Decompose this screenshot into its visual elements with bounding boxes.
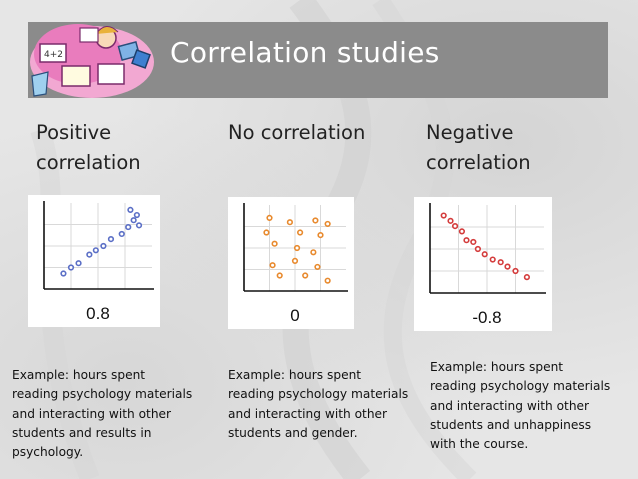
data-point [470,238,477,246]
data-point [125,223,132,231]
example-line: Example: hours spent [228,368,362,382]
data-point [276,272,283,279]
data-point [67,264,75,271]
data-point [100,242,107,250]
example-line: and interacting with other [12,406,172,421]
data-point [271,240,278,247]
data-point [324,220,331,228]
data-point [60,270,67,277]
data-point [302,272,309,279]
data-point [86,251,93,258]
example-line: with the course. [430,437,529,452]
data-point [324,277,331,284]
data-point [130,217,137,224]
data-point [440,212,447,219]
heading-negative: Negative correlation [426,118,531,178]
data-point [107,236,115,243]
data-point [75,260,82,267]
data-point [312,217,319,224]
heading-line: correlation [426,151,531,174]
data-point [512,267,519,275]
example-negative: Example: hours spent reading psychology … [430,358,610,454]
heading-line: correlation [36,151,141,174]
scatter-negative: -0.8 [414,197,552,331]
example-line: psychology. [12,445,84,460]
data-point [447,217,454,224]
scatter-svg: 0.8 [43,201,154,323]
data-point [310,249,317,256]
data-point [481,251,488,258]
data-point [296,229,304,236]
data-point [127,206,134,213]
heading-none: No correlation [228,118,365,148]
heading-line: Negative [426,121,514,144]
svg-text:4+2: 4+2 [44,50,63,60]
heading-line: Positive [36,121,112,144]
data-point [293,244,301,252]
data-point [286,219,294,226]
example-line: Example: hours spent [12,368,146,382]
scatter-svg: -0.8 [429,203,546,327]
data-point [266,214,273,222]
data-point [504,263,511,270]
data-point [291,257,299,265]
data-point [269,262,276,269]
example-line: reading psychology materials [228,387,409,402]
data-point [314,263,321,271]
data-point [451,223,459,230]
example-line: reading psychology materials [12,387,193,402]
coefficient-label: 0.8 [86,304,110,323]
coefficient-label: 0 [290,306,299,325]
data-point [497,259,504,266]
example-line: and interacting with other [430,398,590,413]
data-point [458,228,466,235]
heading-positive: Positive correlation [36,118,141,178]
data-point [463,237,470,244]
example-line: students and gender. [228,425,358,440]
data-point [92,247,99,254]
data-point [135,222,143,229]
data-point [489,256,496,263]
data-point [118,230,125,238]
example-line: Example: hours spent [430,360,564,374]
data-point [474,245,481,253]
data-point [523,274,530,281]
coefficient-label: -0.8 [472,308,501,327]
heading-line: No correlation [228,121,366,144]
example-line: and interacting with other [228,406,388,421]
scatter-svg: 0 [243,203,348,325]
data-point [263,229,270,236]
data-point [133,211,140,219]
data-point [317,231,324,239]
scatter-none: 0 [228,197,354,329]
example-line: students and results in [12,425,152,440]
example-line: students and unhappiness [430,417,592,432]
example-positive: Example: hours spent reading psychology … [12,366,192,462]
scatter-positive: 0.8 [28,195,160,327]
example-line: reading psychology materials [430,379,611,394]
slide-title: Correlation studies [170,36,440,69]
example-none: Example: hours spent reading psychology … [228,366,408,443]
education-clipart-icon: 4+2 [30,24,154,98]
